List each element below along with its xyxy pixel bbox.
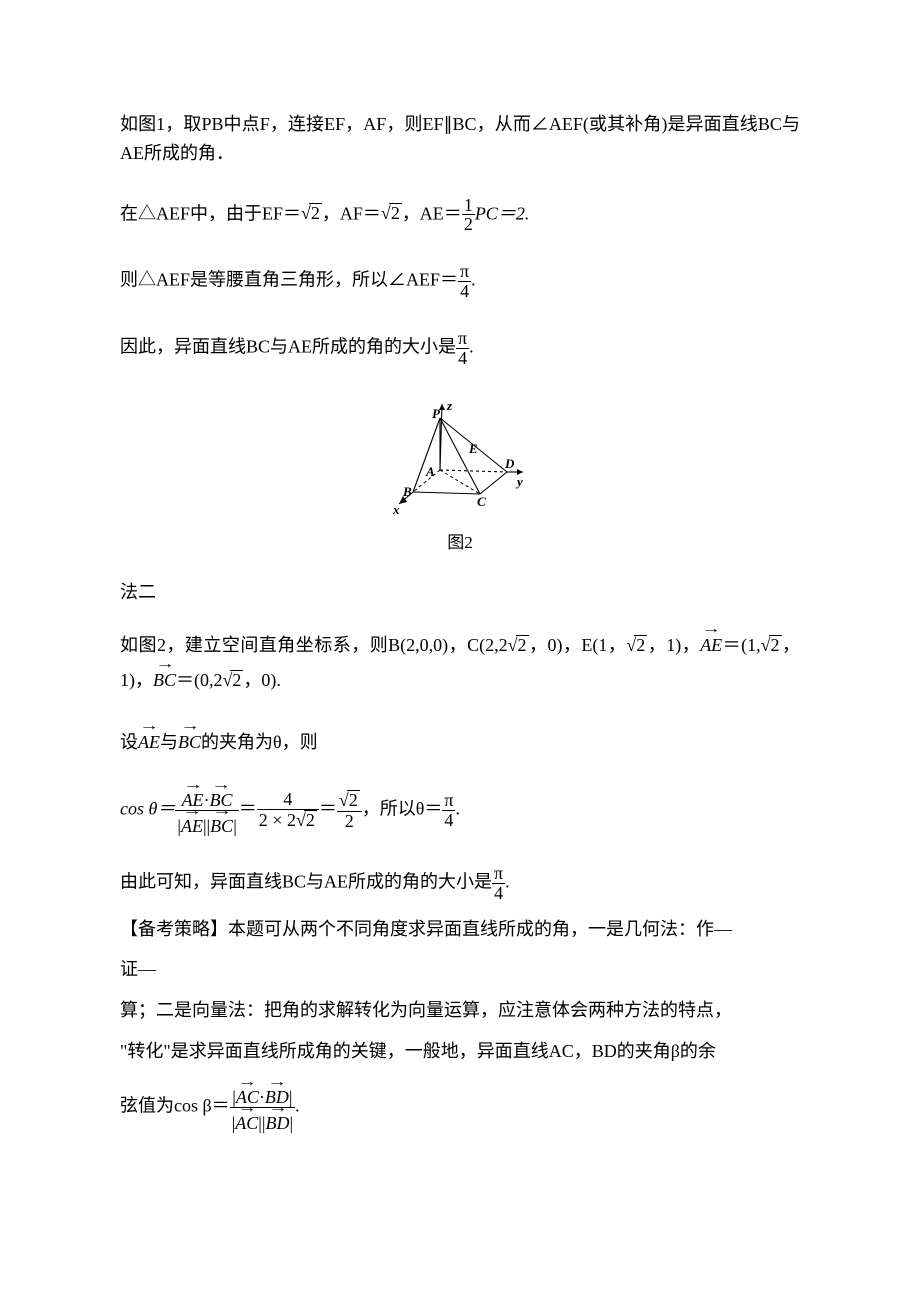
label-B: B — [402, 484, 412, 499]
text: ＝ — [319, 799, 337, 819]
text: ＝ — [239, 799, 257, 819]
method-2-title: 法二 — [120, 578, 800, 607]
text: ，1)， — [647, 635, 700, 655]
text: ，0). — [243, 670, 281, 690]
sqrt: √2 — [626, 631, 647, 660]
policy-line-2: 证— — [120, 955, 800, 984]
fraction: AE·BC |AE||BC| — [175, 785, 238, 836]
text: 与 — [160, 732, 178, 752]
figure-caption: 图2 — [120, 529, 800, 556]
label-x: x — [392, 502, 400, 516]
sqrt: √2 — [508, 631, 529, 660]
text: . — [471, 270, 476, 290]
label-D: D — [504, 456, 515, 471]
text: ，所以θ＝ — [362, 799, 443, 819]
text: 则△AEF是等腰直角三角形，所以∠AEF＝ — [120, 270, 458, 290]
label-z: z — [446, 398, 453, 413]
text: "转化"是求异面直线所成角的关键，一般地，异面直线AC，BD的夹角β的余 — [120, 1041, 716, 1061]
paragraph-5: 如图2，建立空间直角坐标系，则B(2,0,0)，C(2,2√2，0)，E(1，√… — [120, 625, 800, 695]
text: ＝(1, — [722, 635, 760, 655]
vector-BC: BC — [153, 660, 176, 695]
fraction: 12 — [462, 196, 475, 235]
sqrt: √2 — [381, 199, 402, 228]
figure-2: P A B C D E x y z 图2 — [120, 396, 800, 556]
text: 证— — [120, 959, 156, 979]
sqrt: √2 — [761, 631, 782, 660]
paragraph-1: 如图1，取PB中点F，连接EF，AF，则EF∥BC，从而∠AEF(或其补角)是异… — [120, 110, 800, 168]
text: 如图2，建立空间直角坐标系，则B(2,0,0)，C(2,2 — [120, 635, 508, 655]
sqrt: √2 — [223, 666, 244, 695]
policy-line-1: 【备考策略】本题可从两个不同角度求异面直线所成的角，一是几何法：作— — [120, 915, 800, 944]
vector-AE: AE — [138, 722, 160, 757]
vector-AE: AE — [700, 625, 722, 660]
policy-line-3: 算；二是向量法：把角的求解转化为向量运算，应注意体会两种方法的特点， — [120, 996, 800, 1025]
label-P: P — [432, 406, 441, 421]
label-A: A — [425, 464, 435, 479]
label-C: C — [477, 494, 486, 509]
text: 本题可从两个不同角度求异面直线所成的角，一是几何法：作— — [228, 919, 732, 939]
fraction: π4 — [492, 864, 505, 903]
geometry-diagram: P A B C D E x y z — [385, 396, 535, 516]
text: cos θ＝ — [120, 799, 175, 819]
text: . — [505, 871, 510, 891]
text: PC＝2. — [475, 203, 530, 223]
fraction: |AC·BD| |AC||BD| — [230, 1082, 295, 1133]
label-E: E — [468, 441, 478, 456]
text: 如图1，取PB中点F，连接EF，AF，则EF∥BC，从而∠AEF(或其补角)是异… — [120, 114, 800, 163]
fraction: π4 — [456, 329, 469, 368]
text: 设 — [120, 732, 138, 752]
text: ＝(0,2 — [176, 670, 223, 690]
policy-formula: 弦值为cos β＝ |AC·BD| |AC||BD| . — [120, 1082, 800, 1133]
text: 的夹角为θ，则 — [201, 732, 318, 752]
paragraph-2: 在△AEF中，由于EF＝√2，AF＝√2，AE＝12PC＝2. — [120, 196, 800, 235]
paragraph-6: 设AE与BC的夹角为θ，则 — [120, 722, 800, 757]
text: 算；二是向量法：把角的求解转化为向量运算，应注意体会两种方法的特点， — [120, 1000, 732, 1020]
text: . — [469, 337, 474, 357]
paragraph-3: 则△AEF是等腰直角三角形，所以∠AEF＝π4. — [120, 262, 800, 301]
text: 在△AEF中，由于EF＝ — [120, 203, 301, 223]
text: ，0)，E(1， — [529, 635, 627, 655]
paragraph-7: 由此可知，异面直线BC与AE所成的角的大小是π4. — [120, 864, 800, 903]
text: 弦值为cos β＝ — [120, 1095, 230, 1115]
policy-label: 【备考策略】 — [120, 919, 228, 939]
paragraph-4: 因此，异面直线BC与AE所成的角的大小是π4. — [120, 329, 800, 368]
text: ，AE＝ — [402, 203, 462, 223]
vector-BC: BC — [178, 722, 201, 757]
text: ，AF＝ — [322, 203, 381, 223]
fraction: √2 2 — [337, 790, 362, 831]
text: . — [295, 1095, 300, 1115]
fraction: π4 — [458, 262, 471, 301]
page: 如图1，取PB中点F，连接EF，AF，则EF∥BC，从而∠AEF(或其补角)是异… — [0, 0, 920, 1302]
text: 因此，异面直线BC与AE所成的角的大小是 — [120, 337, 456, 357]
text: 由此可知，异面直线BC与AE所成的角的大小是 — [120, 871, 492, 891]
policy-line-4: "转化"是求异面直线所成角的关键，一般地，异面直线AC，BD的夹角β的余 — [120, 1037, 800, 1066]
sqrt: √2 — [301, 199, 322, 228]
equation-cos-theta: cos θ＝ AE·BC |AE||BC| ＝ 4 2 × 2√2 ＝ √2 2… — [120, 785, 800, 836]
fraction: 4 2 × 2√2 — [257, 790, 319, 831]
text: 法二 — [120, 582, 156, 602]
fraction: π 4 — [442, 791, 455, 830]
text: . — [455, 799, 460, 819]
label-y: y — [515, 474, 523, 489]
